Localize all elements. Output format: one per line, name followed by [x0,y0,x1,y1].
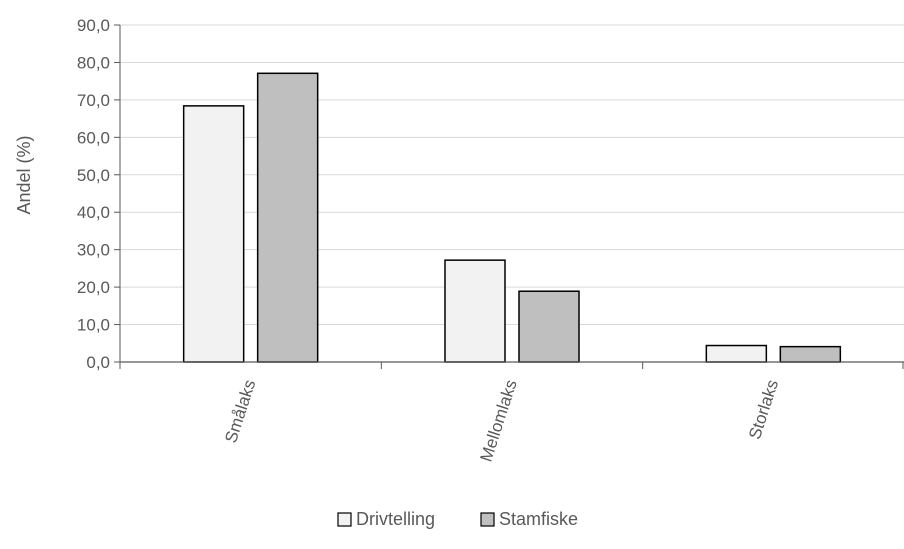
legend-label-stamfiske: Stamfiske [499,509,578,529]
bar-stamfiske-2 [518,290,580,363]
bar-stamfiske-1 [256,72,319,363]
legend: Drivtelling Stamfiske [337,509,578,529]
y-tick-label: 40,0 [77,203,110,222]
bar-stamfiske-3 [779,345,842,363]
x-category-label: Smålaks [221,377,259,445]
legend-swatch-drivtelling [337,512,352,527]
gridlines [120,24,904,326]
x-category-label: Mellomlaks [476,377,520,464]
x-category-label: Storlaks [745,377,782,441]
legend-swatch-stamfiske [480,512,495,527]
legend-label-drivtelling: Drivtelling [356,509,435,529]
y-tick-label: 90,0 [77,16,110,35]
y-tick-label: 60,0 [77,128,110,147]
y-tick-label: 70,0 [77,91,110,110]
bar-drivtelling-3 [705,344,768,363]
y-tick-label: 0,0 [86,353,110,372]
y-tick-label: 30,0 [77,241,110,260]
y-tick-label: 20,0 [77,278,110,297]
bars [182,72,842,363]
y-axis-title: Andel (%) [14,135,34,214]
bar-drivtelling-2 [444,259,506,363]
y-tick-label: 80,0 [77,53,110,72]
bar-drivtelling-1 [182,105,245,363]
y-tick-label: 50,0 [77,166,110,185]
y-tick-label: 10,0 [77,316,110,335]
